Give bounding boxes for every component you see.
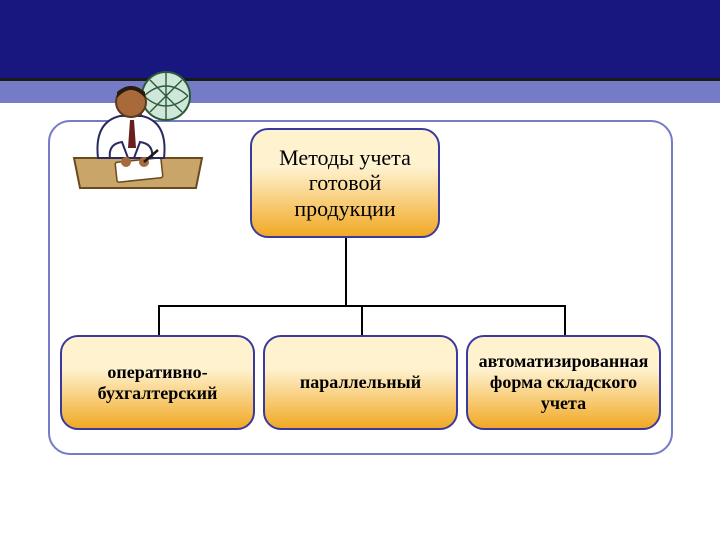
child-node-0-label: оперативно-бухгалтерский — [70, 362, 245, 403]
child-node-2-label: автоматизированная форма складского учет… — [476, 351, 651, 413]
connector-drop-2 — [564, 305, 566, 335]
connector-drop-1 — [361, 305, 363, 335]
connector-drop-0 — [158, 305, 160, 335]
root-node: Методы учета готовой продукции — [250, 128, 440, 238]
slide: Методы учета готовой продукции оперативн… — [0, 0, 720, 540]
clipart-person-desk-icon — [68, 62, 208, 192]
child-node-2: автоматизированная форма складского учет… — [466, 335, 661, 430]
child-node-1: параллельный — [263, 335, 458, 430]
connector-trunk — [345, 238, 347, 305]
child-node-1-label: параллельный — [300, 372, 421, 393]
root-node-label: Методы учета готовой продукции — [260, 145, 430, 221]
child-node-0: оперативно-бухгалтерский — [60, 335, 255, 430]
